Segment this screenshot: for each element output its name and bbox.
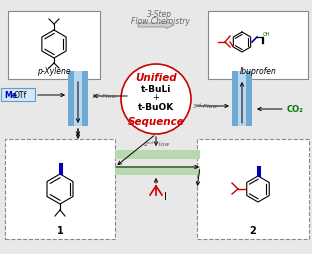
Text: Unified: Unified	[135, 73, 177, 83]
Text: Flow Chemistry: Flow Chemistry	[130, 17, 189, 26]
FancyArrow shape	[138, 22, 174, 29]
Text: 1ˢᵗ Flow: 1ˢᵗ Flow	[92, 94, 117, 99]
Bar	[74, 72, 82, 126]
Text: OTf: OTf	[14, 91, 27, 100]
Text: p-Xylene: p-Xylene	[37, 67, 71, 76]
Text: 3ʳᵈ Flow: 3ʳᵈ Flow	[193, 104, 218, 109]
Bar	[238, 72, 246, 126]
Text: Sequence: Sequence	[128, 117, 184, 126]
Circle shape	[121, 65, 191, 134]
Bar	[246, 72, 252, 126]
Bar	[197, 139, 309, 239]
Bar	[232, 72, 238, 126]
Text: t-BuOK: t-BuOK	[138, 103, 174, 112]
Bar	[115, 166, 200, 175]
Text: Ibuprofen: Ibuprofen	[240, 67, 276, 76]
Text: CO₂: CO₂	[287, 105, 304, 114]
Text: Me: Me	[4, 91, 17, 100]
Bar	[8, 12, 100, 80]
Bar	[208, 12, 308, 80]
Text: t-BuLi: t-BuLi	[141, 85, 171, 94]
Text: +: +	[153, 93, 159, 102]
Text: 2ⁿᵈ Flow: 2ⁿᵈ Flow	[144, 142, 170, 147]
Text: I: I	[164, 191, 167, 201]
Text: 1: 1	[56, 225, 63, 235]
Bar	[82, 72, 88, 126]
Bar	[115, 150, 200, 159]
Bar	[1, 89, 35, 102]
Bar	[68, 72, 74, 126]
Text: 3-Step: 3-Step	[148, 10, 173, 19]
Text: 2: 2	[250, 225, 256, 235]
Text: OH: OH	[263, 32, 271, 37]
Bar	[5, 139, 115, 239]
